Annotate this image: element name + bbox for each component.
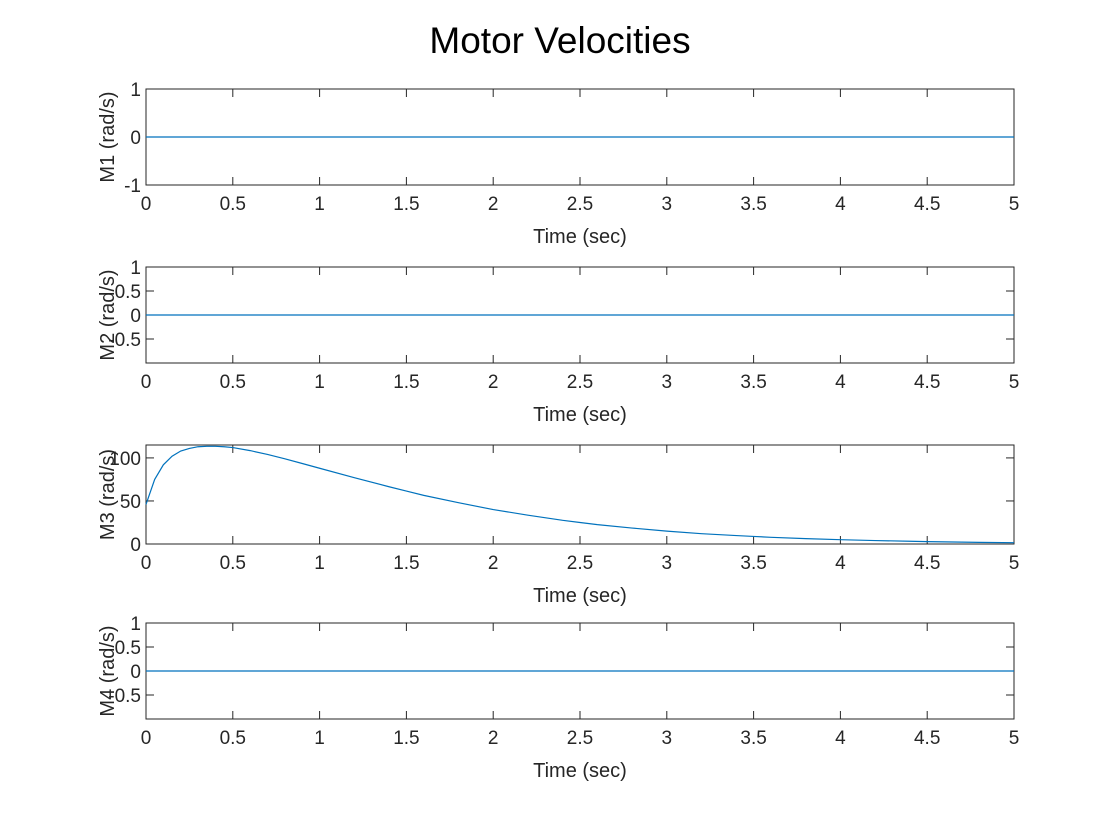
x-tick-label: 0.5 [220, 194, 246, 215]
x-tick-label: 5 [1009, 553, 1020, 574]
x-tick-label: 5 [1009, 194, 1020, 215]
x-tick-label: 2.5 [567, 728, 593, 749]
y-tick-label: -0.5 [108, 330, 141, 351]
y-tick-label: 0 [130, 535, 141, 556]
y-tick-label: -0.5 [108, 686, 141, 707]
x-axis-label: Time (sec) [533, 760, 627, 782]
x-tick-label: 4.5 [914, 372, 940, 393]
x-tick-label: 4.5 [914, 553, 940, 574]
x-tick-label: 3.5 [740, 372, 766, 393]
x-tick-label: 1 [314, 372, 325, 393]
x-axis-label: Time (sec) [533, 226, 627, 248]
x-tick-label: 0 [141, 372, 152, 393]
y-tick-label: 0.5 [115, 638, 141, 659]
y-tick-label: 1 [130, 614, 141, 635]
y-tick-label: 0 [130, 662, 141, 683]
x-tick-label: 3.5 [740, 194, 766, 215]
y-tick-label: 1 [130, 80, 141, 101]
x-tick-label: 1.5 [393, 194, 419, 215]
x-tick-label: 0.5 [220, 728, 246, 749]
y-tick-label: 100 [109, 449, 141, 470]
x-tick-label: 0 [141, 553, 152, 574]
x-tick-label: 3 [662, 194, 673, 215]
x-tick-label: 2.5 [567, 372, 593, 393]
x-tick-label: 1 [314, 194, 325, 215]
x-tick-label: 2 [488, 194, 499, 215]
x-tick-label: 0.5 [220, 372, 246, 393]
x-tick-label: 4.5 [914, 728, 940, 749]
y-tick-label: 0 [130, 128, 141, 149]
y-axis-label: M2 (rad/s) [97, 269, 119, 360]
x-tick-label: 0.5 [220, 553, 246, 574]
x-tick-label: 3 [662, 728, 673, 749]
y-tick-label: 0.5 [115, 282, 141, 303]
x-tick-label: 2 [488, 553, 499, 574]
chart-title: Motor Velocities [429, 20, 690, 61]
x-axis-label: Time (sec) [533, 404, 627, 426]
axes-box [145, 444, 1015, 545]
x-axis-label: Time (sec) [533, 585, 627, 607]
y-tick-label: 50 [120, 492, 141, 513]
x-tick-label: 4 [835, 372, 846, 393]
x-tick-label: 3.5 [740, 553, 766, 574]
x-tick-label: 2.5 [567, 194, 593, 215]
x-tick-label: 0 [141, 194, 152, 215]
x-tick-label: 1 [314, 728, 325, 749]
y-tick-label: 1 [130, 258, 141, 279]
x-tick-label: 2 [488, 728, 499, 749]
x-tick-label: 1.5 [393, 553, 419, 574]
x-tick-label: 3.5 [740, 728, 766, 749]
x-tick-label: 1.5 [393, 728, 419, 749]
x-tick-label: 4 [835, 728, 846, 749]
x-tick-label: 2 [488, 372, 499, 393]
series-line [145, 445, 1015, 544]
x-tick-label: 4 [835, 553, 846, 574]
x-tick-label: 2.5 [567, 553, 593, 574]
y-axis-label: M4 (rad/s) [97, 625, 119, 716]
y-axis-label: M3 (rad/s) [97, 449, 119, 540]
y-tick-label: -1 [124, 176, 141, 197]
x-tick-label: 5 [1009, 372, 1020, 393]
x-tick-label: 1 [314, 553, 325, 574]
x-tick-label: 5 [1009, 728, 1020, 749]
y-axis-label: M1 (rad/s) [97, 91, 119, 182]
x-tick-label: 0 [141, 728, 152, 749]
x-tick-label: 4 [835, 194, 846, 215]
x-tick-label: 4.5 [914, 194, 940, 215]
y-tick-label: 0 [130, 306, 141, 327]
x-tick-label: 3 [662, 372, 673, 393]
x-tick-label: 3 [662, 553, 673, 574]
x-tick-label: 1.5 [393, 372, 419, 393]
